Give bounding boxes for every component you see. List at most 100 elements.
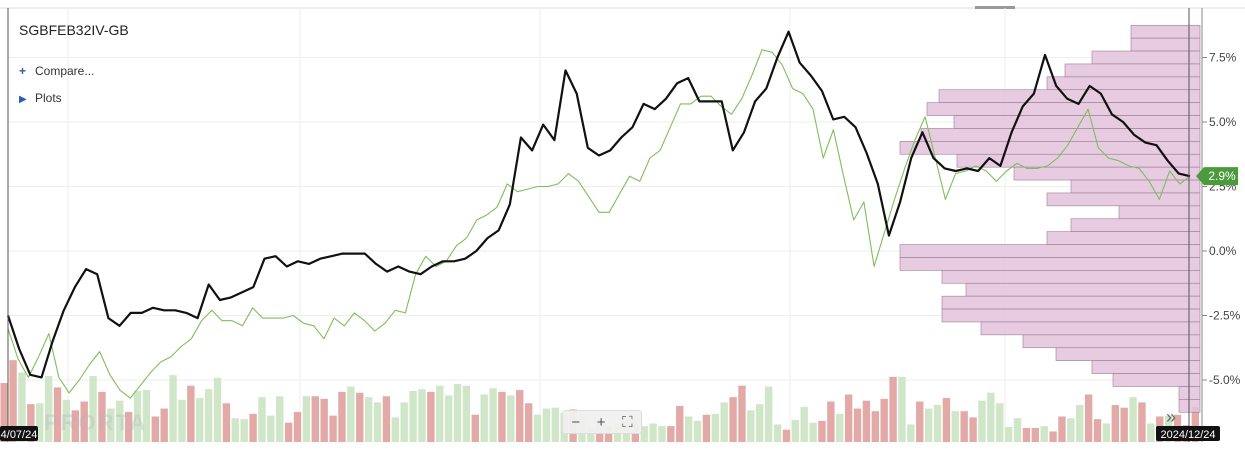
volume-bar: [320, 398, 328, 442]
volume-bar: [89, 376, 97, 442]
volume-bar: [640, 426, 648, 442]
y-tick-label: -2.5%: [1209, 309, 1241, 323]
volume-bar: [116, 400, 124, 442]
volume-bar: [240, 419, 248, 442]
volume-bar: [667, 426, 675, 442]
volume-bar: [933, 405, 942, 442]
start-date-label: 4/07/24: [1, 429, 38, 441]
volume-bar: [587, 427, 595, 442]
fit-screen-button[interactable]: ⛶: [622, 413, 633, 431]
volume-bar: [978, 400, 986, 442]
volume-bar: [684, 416, 693, 442]
volume-bar: [222, 403, 231, 442]
volume-bar: [391, 417, 399, 442]
volume-profile-bar: [1112, 373, 1201, 387]
volume-bar: [418, 389, 426, 442]
volume-bar: [1067, 418, 1075, 442]
volume-profile-bar: [1046, 231, 1201, 245]
volume-bar: [711, 413, 719, 442]
volume-bar: [827, 401, 835, 442]
volume-bar: [880, 398, 888, 442]
scroll-to-end-button[interactable]: »: [1166, 407, 1177, 427]
volume-profile-bar: [941, 270, 1201, 284]
volume-bar: [427, 391, 435, 442]
end-date-label: 2024/12/24: [1160, 429, 1215, 441]
volume-bar: [382, 396, 391, 442]
volume-bar: [436, 385, 444, 442]
volume-profile-bar: [941, 308, 1201, 323]
volume-bar: [969, 417, 977, 442]
volume-bar: [996, 403, 1004, 442]
plots-label: Plots: [35, 91, 62, 105]
volume-bar: [1138, 402, 1146, 442]
volume-bar: [516, 390, 524, 442]
volume-bar: [311, 396, 319, 442]
volume-bar: [258, 397, 266, 442]
volume-bar: [702, 414, 711, 442]
volume-bar: [524, 403, 533, 442]
volume-bar: [267, 415, 275, 442]
volume-bar: [151, 416, 159, 442]
volume-bar: [1058, 416, 1066, 442]
volume-profile-bar: [1064, 63, 1201, 78]
volume-profile-bar: [899, 141, 1201, 155]
volume-bar: [27, 404, 35, 442]
price-series-line: [6, 30, 1191, 379]
volume-bar: [293, 412, 302, 442]
volume-bar: [231, 418, 239, 442]
volume-bar: [809, 422, 817, 442]
triangle-right-icon: ▶: [19, 94, 27, 105]
volume-profile-bar: [920, 128, 1201, 142]
volume-bar: [160, 408, 168, 442]
volume-bar: [844, 394, 853, 442]
zoom-out-button[interactable]: −: [571, 413, 581, 431]
volume-bar: [747, 410, 755, 442]
volume-bar: [480, 394, 488, 442]
volume-bar: [676, 405, 684, 442]
volume-bar: [791, 420, 799, 442]
volume-bar: [800, 406, 808, 442]
volume-bar: [1022, 427, 1031, 442]
volume-bar: [1076, 405, 1084, 442]
zoom-controls: − + ⛶: [562, 410, 642, 434]
volume-bar: [658, 426, 666, 442]
volume-bar: [124, 412, 133, 442]
volume-bar: [862, 400, 871, 442]
volume-bar: [44, 376, 53, 442]
volume-profile-bar: [1118, 205, 1201, 220]
volume-bar: [142, 390, 151, 442]
volume-bar: [36, 403, 44, 442]
volume-bar: [347, 386, 355, 442]
volume-bar: [853, 408, 862, 442]
volume-bar: [533, 414, 542, 442]
volume-bar: [898, 376, 906, 442]
volume-bar: [196, 398, 204, 442]
volume-bar: [960, 411, 968, 442]
volume-bar: [356, 392, 364, 442]
zoom-in-button[interactable]: +: [596, 413, 606, 431]
plus-icon: +: [19, 64, 27, 78]
volume-bar: [951, 411, 959, 442]
volume-bar: [107, 408, 115, 442]
volume-bar: [649, 423, 657, 442]
volume-bar: [187, 385, 195, 442]
volume-bar: [53, 387, 62, 442]
volume-bar: [1102, 423, 1111, 442]
plots-button[interactable]: ▶ Plots: [19, 91, 62, 105]
volume-profile-bar: [1130, 24, 1201, 39]
compare-button[interactable]: + Compare...: [19, 64, 94, 78]
volume-profile-bar: [941, 295, 1201, 310]
volume-bar: [213, 377, 222, 442]
volume-bar: [80, 401, 88, 442]
volume-bar: [453, 383, 462, 442]
y-tick-label: 5.0%: [1209, 115, 1237, 129]
volume-bar: [462, 385, 471, 442]
volume-bar: [364, 397, 373, 442]
volume-profile-bar: [1091, 50, 1201, 65]
volume-bar: [942, 398, 951, 442]
volume-bar: [1120, 407, 1128, 442]
volume-profile-bar: [1022, 334, 1201, 349]
volume-bar: [329, 415, 337, 442]
volume-bar: [98, 391, 106, 442]
